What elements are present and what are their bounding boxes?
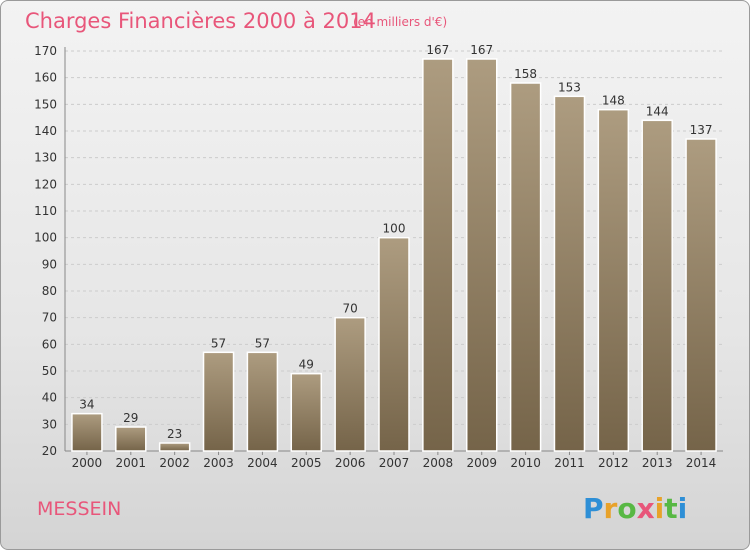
y-tick-label: 70: [42, 311, 57, 325]
bar-2003: [202, 351, 235, 452]
y-tick-label: 60: [42, 337, 57, 351]
data-label-2000: 34: [79, 398, 94, 412]
y-tick-label: 50: [42, 364, 57, 378]
x-tick-labels: 2000 2001 2002 2003 2004 2005 2006 2007 2008 2009…: [72, 456, 717, 470]
data-label-2011: 153: [558, 80, 581, 94]
x-tick-label: 2006: [335, 456, 366, 470]
y-tick-label: 20: [42, 444, 57, 458]
bar-2011: [553, 95, 586, 452]
bar-2004: [246, 351, 279, 452]
data-label-2004: 57: [255, 336, 270, 350]
proxiti-logo: Proxiti: [583, 492, 687, 525]
x-tick-label: 2007: [379, 456, 410, 470]
bar-2000: [71, 412, 103, 452]
bar-2006: [334, 316, 366, 452]
bar-2005: [290, 372, 323, 452]
chart-title: Charges Financières 2000 à 2014: [25, 9, 376, 33]
x-tick-label: 2010: [510, 456, 541, 470]
x-tick-label: 2008: [423, 456, 454, 470]
logo-letter: i: [678, 492, 688, 525]
y-tick-label: 130: [34, 151, 57, 165]
data-label-2007: 100: [383, 222, 406, 236]
data-label-2001: 29: [123, 411, 138, 425]
chart-subtitle: (en milliers d'€): [353, 15, 447, 29]
bar-2008: [422, 58, 454, 452]
x-tick-label: 2013: [642, 456, 673, 470]
x-tick-label: 2003: [203, 456, 234, 470]
y-tick-label: 150: [34, 97, 57, 111]
x-tick-label: 2009: [466, 456, 497, 470]
bar-2014: [685, 138, 717, 452]
y-tick-label: 160: [34, 71, 57, 85]
bar-2013: [641, 119, 673, 452]
y-tick-label: 140: [34, 124, 57, 138]
logo-letter: t: [664, 492, 677, 525]
y-tick-labels: 20 30 40 50 60 70 80 90 100 110 120 130 140 150 160 170: [34, 44, 57, 458]
data-label-2005: 49: [299, 358, 314, 372]
y-tick-label: 40: [42, 391, 57, 405]
bar-2010: [509, 82, 542, 452]
y-tick-label: 100: [34, 231, 57, 245]
logo-letter: o: [617, 492, 636, 525]
y-tick-label: 30: [42, 417, 57, 431]
logo-letter: r: [604, 492, 618, 525]
x-tick-label: 2014: [686, 456, 717, 470]
logo-letter: P: [583, 492, 604, 525]
x-tick-label: 2001: [116, 456, 147, 470]
data-label-2009: 167: [470, 43, 493, 57]
data-label-2003: 57: [211, 336, 226, 350]
bar-2002: [158, 442, 191, 452]
data-label-2002: 23: [167, 427, 182, 441]
x-tick-label: 2000: [72, 456, 103, 470]
x-tick-label: 2011: [554, 456, 585, 470]
y-tick-label: 120: [34, 177, 57, 191]
town-name: MESSEIN: [37, 498, 121, 520]
logo-letter: i: [655, 492, 665, 525]
data-label-2008: 167: [426, 43, 449, 57]
data-labels: 34 29 23 57 57 49 70 100 167 167 158 153 148 144 137: [79, 43, 712, 441]
data-label-2012: 148: [602, 94, 625, 108]
y-tick-label: 80: [42, 284, 57, 298]
x-tick-label: 2004: [247, 456, 278, 470]
y-tick-label: 170: [34, 44, 57, 58]
bar-2012: [597, 108, 630, 452]
bar-2007: [378, 236, 410, 452]
data-label-2013: 144: [646, 104, 669, 118]
logo-letter: x: [637, 492, 655, 525]
data-label-2006: 70: [342, 302, 357, 316]
y-tick-label: 110: [34, 204, 57, 218]
bar-2001: [115, 426, 147, 452]
x-tick-label: 2012: [598, 456, 629, 470]
x-tick-label: 2002: [159, 456, 190, 470]
data-label-2014: 137: [690, 123, 713, 137]
bars: [71, 58, 717, 452]
y-tick-label: 90: [42, 257, 57, 271]
bar-2009: [465, 58, 498, 452]
x-tick-label: 2005: [291, 456, 322, 470]
data-label-2010: 158: [514, 67, 537, 81]
